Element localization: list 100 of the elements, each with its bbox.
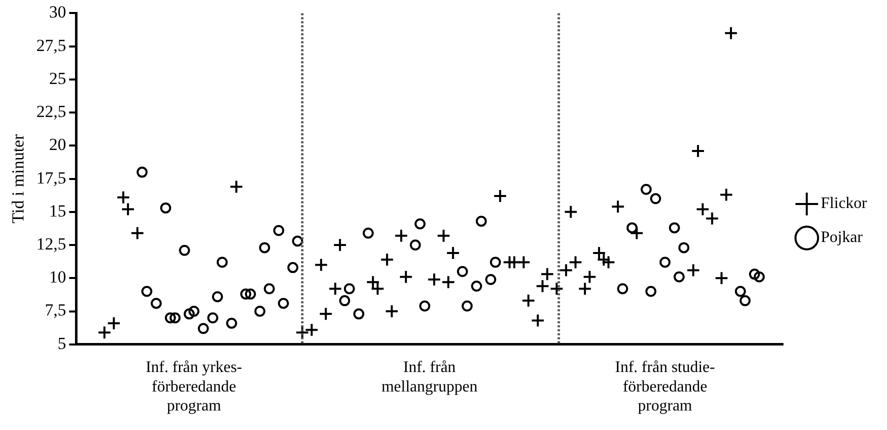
- point: [476, 216, 487, 227]
- point: [446, 246, 460, 260]
- point: [160, 202, 172, 214]
- point: [626, 222, 638, 234]
- y-axis-title: Tid i minuter: [8, 134, 28, 224]
- point: [462, 300, 473, 312]
- point: [398, 270, 413, 284]
- point: [724, 26, 738, 40]
- point: [668, 222, 680, 234]
- point: [184, 308, 195, 320]
- y-tick-label: 25: [49, 68, 66, 88]
- point: [240, 288, 252, 300]
- point: [292, 236, 304, 247]
- point: [754, 271, 765, 282]
- point: [630, 226, 644, 240]
- point: [141, 286, 152, 297]
- point: [120, 202, 135, 216]
- point: [314, 258, 328, 272]
- point: [150, 298, 162, 309]
- point: [295, 325, 310, 340]
- point: [456, 266, 468, 278]
- point: [97, 325, 112, 340]
- point: [578, 282, 592, 296]
- point: [410, 240, 421, 251]
- point: [414, 218, 426, 230]
- point: [287, 262, 298, 274]
- point: [179, 244, 190, 256]
- x-tick-label: Inf. från mellangruppen: [381, 359, 478, 396]
- point: [485, 274, 496, 285]
- point: [328, 282, 342, 296]
- point: [339, 295, 350, 306]
- point: [344, 283, 355, 294]
- y-tick-label: 17,5: [36, 168, 66, 188]
- point: [740, 295, 751, 306]
- point: [188, 306, 200, 317]
- point: [734, 286, 746, 297]
- x-tick-label: Inf. från yrkes-förberedande program: [146, 359, 242, 415]
- point: [686, 263, 700, 278]
- point: [212, 291, 223, 302]
- point: [226, 318, 238, 329]
- y-tick-label: 10: [49, 268, 66, 287]
- point: [705, 212, 720, 226]
- point: [130, 226, 144, 240]
- point: [582, 270, 597, 284]
- y-tick-label: 20: [49, 135, 66, 154]
- point: [353, 308, 364, 320]
- y-tick-label: 5: [58, 334, 66, 353]
- point: [678, 242, 690, 254]
- point: [516, 255, 531, 270]
- point: [650, 193, 662, 204]
- point: [304, 322, 319, 337]
- point: [106, 316, 121, 330]
- point: [493, 189, 508, 204]
- point: [674, 271, 685, 282]
- point: [441, 275, 456, 290]
- x-tick-label: Inf. från studie-förberedande program: [615, 359, 715, 415]
- point: [259, 242, 270, 254]
- point: [164, 312, 176, 324]
- point: [568, 255, 583, 270]
- point: [714, 271, 729, 286]
- point: [318, 306, 333, 321]
- point: [645, 286, 656, 297]
- point: [617, 283, 628, 294]
- y-tick-label: 12,5: [36, 234, 66, 254]
- point: [610, 200, 625, 214]
- point: [278, 298, 289, 309]
- point: [198, 323, 209, 334]
- point: [116, 190, 130, 204]
- point: [384, 304, 399, 318]
- point: [380, 252, 394, 267]
- point: [564, 204, 578, 219]
- y-tick-label: 27,5: [36, 36, 66, 55]
- point: [207, 312, 218, 324]
- y-tick-label: 15: [49, 201, 66, 220]
- point: [690, 144, 705, 158]
- point: [419, 300, 430, 312]
- y-tick-label: 22,5: [36, 102, 66, 122]
- point: [536, 279, 550, 294]
- point: [660, 256, 671, 268]
- point: [394, 228, 408, 243]
- point: [490, 256, 501, 268]
- point: [436, 228, 451, 243]
- y-tick-label: 30: [49, 2, 66, 22]
- point: [244, 288, 256, 300]
- point: [264, 283, 275, 294]
- point: [332, 238, 347, 252]
- legend-label: Pojkar: [820, 229, 864, 246]
- point: [749, 268, 760, 280]
- point: [362, 228, 374, 239]
- point: [540, 267, 554, 282]
- point: [170, 312, 181, 324]
- point: [719, 188, 734, 202]
- point: [550, 282, 564, 296]
- point: [559, 263, 574, 278]
- legend-label: Flickor: [820, 195, 868, 212]
- point: [530, 314, 545, 328]
- point: [216, 256, 228, 268]
- point: [521, 294, 536, 308]
- y-tick-label: 7,5: [44, 300, 66, 320]
- point: [696, 202, 710, 216]
